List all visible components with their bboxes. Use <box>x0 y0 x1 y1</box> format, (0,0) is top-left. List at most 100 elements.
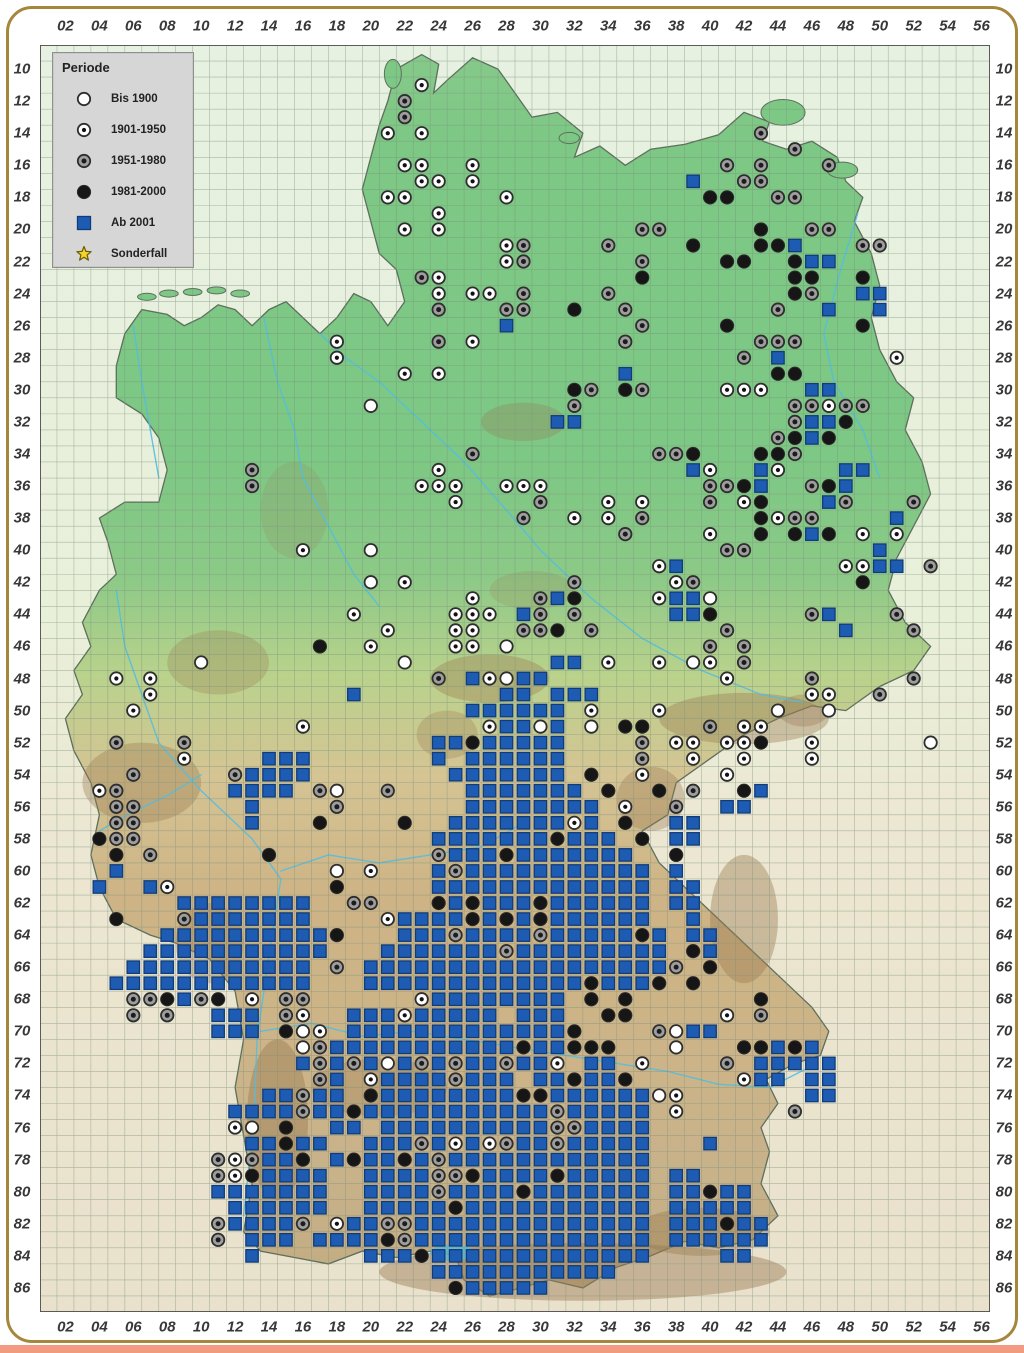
occurrence-ab2001 <box>533 671 548 686</box>
occurrence-ab2001 <box>448 832 463 846</box>
occurrence-ab2001 <box>380 960 395 975</box>
occurrence-ab2001 <box>414 960 429 975</box>
occurrence-ab2001 <box>448 1216 463 1231</box>
occurrence-ab2001 <box>516 1168 531 1183</box>
occurrence-ab2001 <box>465 1152 480 1167</box>
axis-label-right: 56 <box>995 798 1013 816</box>
occurrence-ab2001 <box>516 719 531 734</box>
occurrence-ab2001 <box>635 1152 650 1167</box>
island <box>383 58 402 89</box>
occurrence-ab2001 <box>262 896 276 910</box>
occurrence-ab2001 <box>533 1232 548 1247</box>
occurrence-ab2001 <box>652 944 667 958</box>
axis-label-left: 86 <box>13 1279 31 1297</box>
occurrence-ab2001 <box>143 960 158 975</box>
occurrence-ab2001 <box>635 944 650 958</box>
legend-item-circle-gray-dot: 1951-1980 <box>53 148 193 174</box>
occurrence-ab2001 <box>465 1216 480 1231</box>
axis-label-right: 84 <box>995 1247 1013 1265</box>
occurrence-ab2001 <box>601 1216 616 1231</box>
occurrence-ab2001 <box>363 960 378 975</box>
axis-label-left: 60 <box>13 862 31 880</box>
axis-label-left: 12 <box>13 92 31 110</box>
island <box>760 99 806 126</box>
axis-label-bottom: 08 <box>158 1318 176 1336</box>
axis-label-bottom: 44 <box>769 1318 787 1336</box>
legend-item-circle-open: Bis 1900 <box>53 86 193 112</box>
occurrence-ab2001 <box>618 1200 633 1215</box>
occurrence-ab2001 <box>414 1040 429 1055</box>
axis-label-right: 74 <box>995 1086 1013 1104</box>
occurrence-ab2001 <box>618 1136 633 1151</box>
occurrence-ab2001 <box>482 1024 497 1039</box>
occurrence-ab2001 <box>431 912 446 926</box>
axis-label-left: 36 <box>13 477 31 495</box>
occurrence-ab2001 <box>550 1072 565 1087</box>
occurrence-ab2001 <box>601 832 616 846</box>
occurrence-ab2001 <box>279 1088 293 1103</box>
occurrence-ab2001 <box>380 1249 395 1263</box>
axis-label-top: 10 <box>192 17 210 35</box>
occurrence-ab2001 <box>499 1200 514 1215</box>
occurrence-ab2001 <box>262 751 276 766</box>
legend-item-star: Sonderfall <box>53 241 193 267</box>
occurrence-ab2001 <box>482 896 497 910</box>
axis-label-bottom: 50 <box>871 1318 889 1336</box>
occurrence-ab2001 <box>533 848 548 862</box>
occurrence-ab2001 <box>431 1008 446 1023</box>
occurrence-ab2001 <box>431 1104 446 1119</box>
axis-label-right: 60 <box>995 862 1013 880</box>
occurrence-ab2001 <box>601 912 616 926</box>
occurrence-ab2001 <box>567 928 582 942</box>
occurrence-ab2001 <box>516 1249 531 1263</box>
occurrence-ab2001 <box>584 1088 599 1103</box>
occurrence-ab2001 <box>499 896 514 910</box>
occurrence-ab2001 <box>550 992 565 1007</box>
occurrence-ab2001 <box>380 1008 395 1023</box>
occurrence-ab2001 <box>448 992 463 1007</box>
occurrence-ab2001 <box>516 735 531 750</box>
occurrence-ab2001 <box>397 912 412 926</box>
occurrence-ab2001 <box>703 1136 717 1151</box>
axis-label-left: 52 <box>13 734 31 752</box>
occurrence-ab2001 <box>482 1265 497 1279</box>
occurrence-ab2001 <box>499 960 514 975</box>
occurrence-ab2001 <box>567 1184 582 1199</box>
occurrence-ab2001 <box>346 1216 361 1231</box>
occurrence-ab2001 <box>448 880 463 894</box>
occurrence-ab2001 <box>465 848 480 862</box>
occurrence-ab2001 <box>669 1168 684 1183</box>
island <box>137 292 157 301</box>
occurrence-ab2001 <box>516 607 531 622</box>
occurrence-ab2001 <box>109 864 124 878</box>
axis-label-top: 48 <box>837 17 855 35</box>
occurrence-ab2001 <box>584 1168 599 1183</box>
map-area[interactable] <box>39 44 991 1313</box>
occurrence-ab2001 <box>482 1072 497 1087</box>
occurrence-ab2001 <box>465 1040 480 1055</box>
axis-label-bottom: 52 <box>905 1318 922 1336</box>
axis-label-right: 68 <box>995 990 1013 1008</box>
occurrence-ab2001 <box>397 1072 412 1087</box>
occurrence-ab2001 <box>397 944 412 958</box>
occurrence-ab2001 <box>516 1216 531 1231</box>
occurrence-ab2001 <box>279 1168 293 1183</box>
occurrence-ab2001 <box>601 1265 616 1279</box>
bottom-accent-strip <box>0 1345 1024 1353</box>
occurrence-ab2001 <box>380 1200 395 1215</box>
occurrence-ab2001 <box>245 1184 259 1199</box>
occurrence-ab2001 <box>448 896 463 910</box>
occurrence-ab2001 <box>669 591 684 606</box>
occurrence-ab2001 <box>499 1040 514 1055</box>
occurrence-ab2001 <box>279 783 293 798</box>
occurrence-ab2001 <box>465 880 480 894</box>
occurrence-ab2001 <box>550 880 565 894</box>
occurrence-ab2001 <box>499 928 514 942</box>
occurrence-ab2001 <box>279 1216 293 1231</box>
occurrence-ab2001 <box>431 880 446 894</box>
occurrence-ab2001 <box>296 1136 310 1151</box>
axis-label-right: 32 <box>995 413 1013 431</box>
occurrence-ab2001 <box>448 848 463 862</box>
axis-label-right: 70 <box>995 1022 1013 1040</box>
occurrence-ab2001 <box>567 912 582 926</box>
